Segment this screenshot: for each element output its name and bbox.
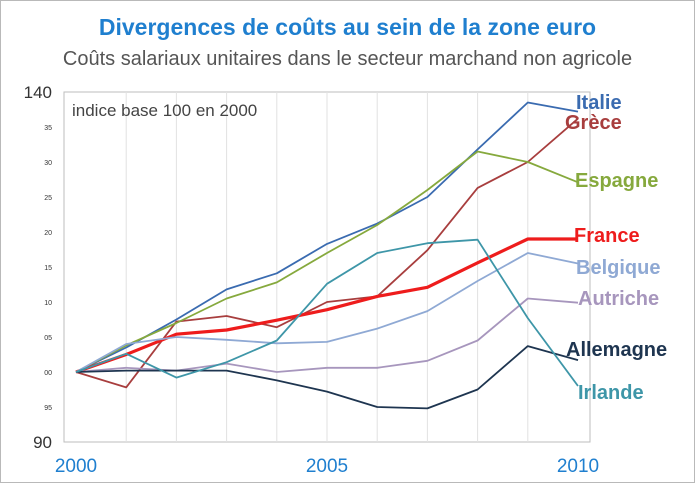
y-tick-label: 25 <box>44 195 52 202</box>
y-axis-ticks: 140 35 30 25 20 15 10 05 00 95 90 <box>24 83 52 452</box>
series-label-belgique: Belgique <box>576 257 660 279</box>
x-tick-label: 2010 <box>557 456 599 477</box>
y-tick-label: 00 <box>44 370 52 377</box>
series-label-allemagne: Allemagne <box>566 339 667 361</box>
x-tick-label: 2005 <box>306 456 348 477</box>
chart-title: Divergences de coûts au sein de la zone … <box>98 14 597 40</box>
series-label-italie: Italie <box>576 92 622 114</box>
y-tick-label: 95 <box>44 405 52 412</box>
y-tick-label: 30 <box>44 160 52 167</box>
x-tick-label: 2000 <box>55 456 97 477</box>
y-tick-label: 15 <box>44 265 52 272</box>
y-tick-label: 10 <box>44 300 52 307</box>
y-tick-label: 20 <box>44 230 52 237</box>
series-line-italie <box>75 101 579 373</box>
series-lines <box>75 101 579 410</box>
gridlines <box>125 92 529 442</box>
y-tick-label: 05 <box>44 335 52 342</box>
series-label-grece: Grèce <box>565 112 622 134</box>
series-label-autriche: Autriche <box>578 288 659 310</box>
series-line-irlande <box>75 238 579 387</box>
series-label-france: France <box>574 225 640 247</box>
series-label-espagne: Espagne <box>575 170 658 192</box>
series-line-belgique <box>75 252 579 373</box>
series-line-espagne <box>75 150 579 373</box>
series-line-grece <box>75 117 579 389</box>
chart-subtitle: Coûts salariaux unitaires dans le secteu… <box>62 48 633 70</box>
y-tick-label: 35 <box>44 125 52 132</box>
y-tick-label: 140 <box>24 83 52 102</box>
series-label-irlande: Irlande <box>578 382 644 404</box>
series-line-france <box>75 237 578 374</box>
x-axis-ticks: 2000 2005 2010 <box>55 456 599 477</box>
y-tick-label: 90 <box>33 433 52 452</box>
base-index-note: indice base 100 en 2000 <box>72 101 257 120</box>
